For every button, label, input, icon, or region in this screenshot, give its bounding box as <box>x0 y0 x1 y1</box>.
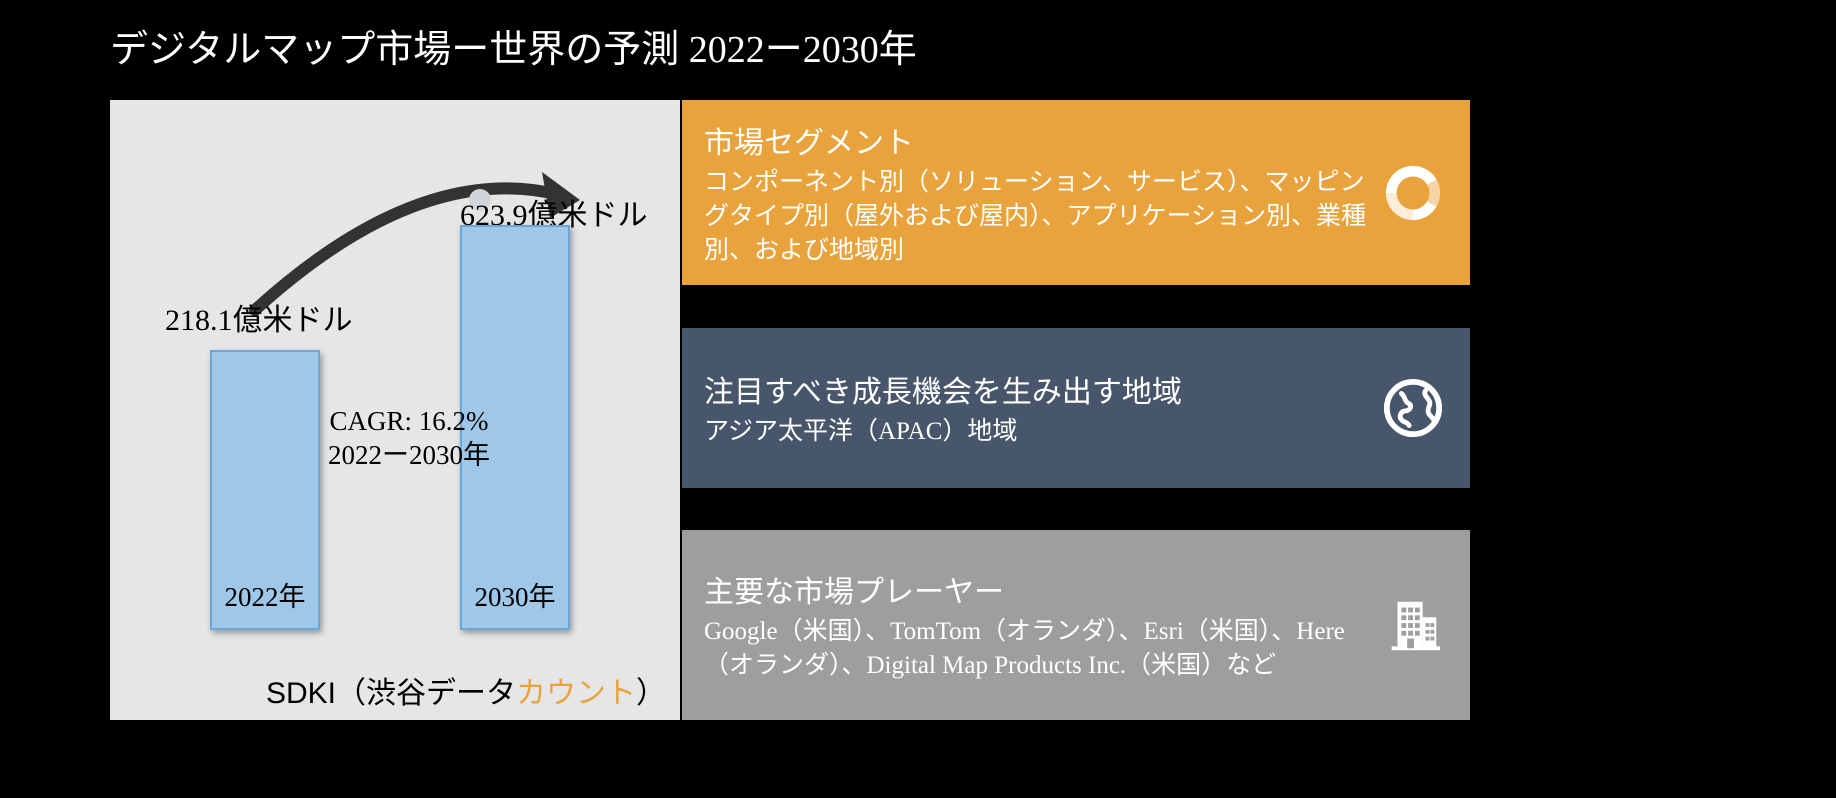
card-title: 市場セグメント <box>704 118 1366 162</box>
page-title: デジタルマップ市場ー世界の予測 2022ー2030年 <box>110 18 917 73</box>
bar-value-2022: 218.1億米ドル <box>165 295 353 339</box>
card-title: 主要な市場プレーヤー <box>704 567 1366 611</box>
cagr-line1: CAGR: 16.2% <box>328 405 490 439</box>
bar-2022: 2022年 <box>210 350 320 630</box>
card-players: 主要な市場プレーヤー Google（米国）、TomTom（オランダ）、Esri（… <box>682 530 1470 720</box>
building-icon <box>1378 590 1448 660</box>
card-segments: 市場セグメント コンポーネント別（ソリューション、サービス）、マッピングタイプ別… <box>682 100 1470 285</box>
card-region: 注目すべき成長機会を生み出す地域 アジア太平洋（APAC）地域 <box>682 328 1470 488</box>
card-body: Google（米国）、TomTom（オランダ）、Esri（米国）、Here（オラ… <box>704 615 1366 683</box>
cards-column: 市場セグメント コンポーネント別（ソリューション、サービス）、マッピングタイプ別… <box>682 100 1470 720</box>
globe-icon <box>1378 373 1448 443</box>
brand-footer: SDKI（渋谷データカウント） <box>266 668 666 712</box>
card-body: コンポーネント別（ソリューション、サービス）、マッピングタイプ別（屋外および屋内… <box>704 166 1366 267</box>
card-title: 注目すべき成長機会を生み出す地域 <box>704 367 1366 411</box>
chart-panel: 218.1億米ドル 2022年 623.9億米ドル 2030年 CAGR: 16… <box>110 100 680 720</box>
brand-highlight: カウント <box>516 677 636 710</box>
brand-suffix: ） <box>636 677 666 710</box>
bar-year-2030: 2030年 <box>462 575 568 614</box>
card-body: アジア太平洋（APAC）地域 <box>704 415 1366 449</box>
brand-prefix: SDKI（渋谷データ <box>266 677 516 710</box>
bar-year-2022: 2022年 <box>212 575 318 614</box>
donut-icon <box>1378 158 1448 228</box>
cagr-text: CAGR: 16.2% 2022ー2030年 <box>328 405 490 473</box>
cagr-line2: 2022ー2030年 <box>328 439 490 473</box>
